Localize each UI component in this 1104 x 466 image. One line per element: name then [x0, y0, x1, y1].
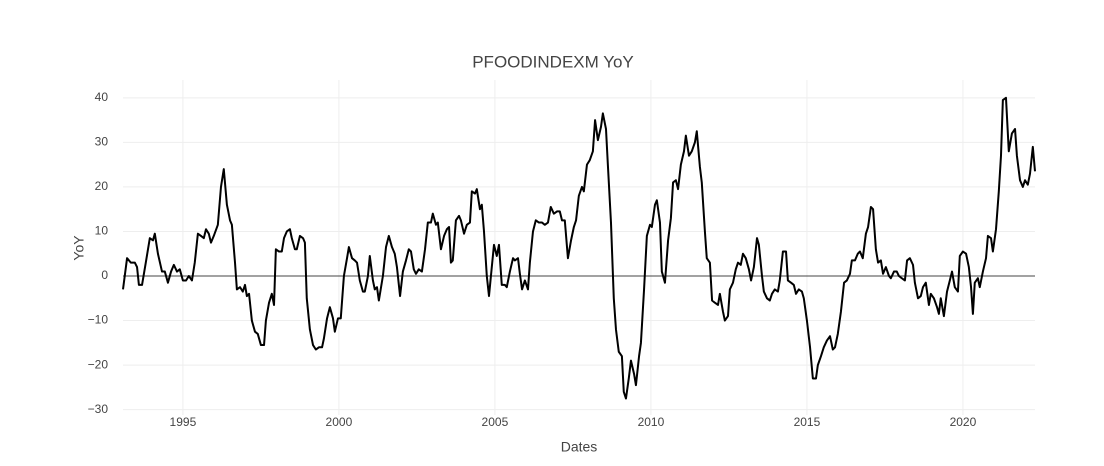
- x-axis-title: Dates: [561, 439, 598, 455]
- y-tick-label: −20: [88, 357, 109, 371]
- x-tick-label: 2020: [950, 415, 977, 429]
- x-tick-label: 2010: [638, 415, 665, 429]
- y-tick-label: 30: [95, 135, 109, 149]
- y-tick-label: 10: [95, 224, 109, 238]
- y-tick-label: −10: [88, 313, 109, 327]
- y-axis-title: YoY: [71, 235, 87, 261]
- y-tick-label: −30: [88, 402, 109, 416]
- x-tick-label: 1995: [170, 415, 197, 429]
- x-tick-label: 2000: [326, 415, 353, 429]
- x-tick-label: 2015: [794, 415, 821, 429]
- y-tick-label: 0: [101, 268, 108, 282]
- chart-title: PFOODINDEXM YoY: [472, 52, 634, 71]
- x-tick-label: 2005: [482, 415, 509, 429]
- y-tick-label: 40: [95, 90, 109, 104]
- y-tick-label: 20: [95, 179, 109, 193]
- data-line: [122, 96, 1036, 400]
